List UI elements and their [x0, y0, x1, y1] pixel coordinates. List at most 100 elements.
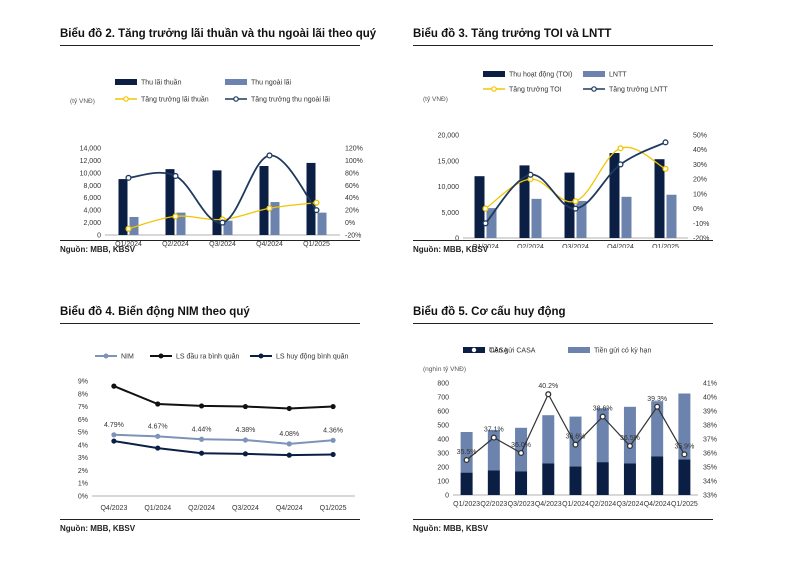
bar: [460, 472, 473, 495]
y-tick-label: 6,000: [83, 195, 101, 202]
x-tick-label: Q2/2024: [162, 241, 189, 248]
y2-tick-label: 40%: [703, 395, 717, 402]
data-point: [518, 449, 525, 457]
source-divider: [413, 519, 713, 520]
y2-tick-label: 10%: [693, 191, 707, 198]
bar: [460, 432, 473, 473]
data-point: [286, 441, 292, 447]
legend-marker: [103, 353, 109, 359]
bar: [666, 194, 677, 238]
bar: [487, 470, 500, 495]
y-tick-label: 600: [437, 409, 449, 416]
data-point: [111, 432, 117, 438]
chart-title: Biểu đồ 3. Tăng trưởng TOI và LNTT: [413, 28, 612, 40]
bar: [176, 212, 186, 235]
series-line: [128, 154, 318, 224]
legend-swatch: [568, 347, 590, 353]
data-label: 4.38%: [235, 427, 255, 434]
data-point: [330, 451, 336, 458]
bar: [609, 153, 620, 238]
y2-tick-label: 37%: [703, 437, 717, 444]
legend-swatch: [225, 79, 247, 85]
x-tick-label: Q1/2024: [472, 244, 499, 248]
bar: [306, 162, 316, 235]
chart-panel-5: Biểu đồ 5. Cơ cấu huy động Tiền gửi CASA…: [413, 306, 723, 536]
data-point: [572, 198, 579, 205]
bar: [486, 208, 497, 238]
y2-tick-label: 120%: [345, 146, 363, 153]
unit-label: (tỷ VNĐ): [423, 96, 448, 103]
x-tick-label: Q1/2025: [652, 244, 679, 248]
legend-label: NIM: [121, 354, 134, 361]
data-label: 4.44%: [192, 426, 212, 433]
y-tick-label: 100: [437, 479, 449, 486]
data-point: [266, 152, 273, 159]
title-divider: [413, 323, 713, 324]
bar: [569, 466, 582, 495]
data-point: [617, 161, 624, 168]
legend-label: Thu ngoài lãi: [251, 80, 292, 87]
series-line: [113, 440, 334, 457]
y2-tick-label: 80%: [345, 170, 359, 177]
bar: [678, 393, 691, 460]
y2-tick-label: -20%: [693, 236, 709, 243]
data-point: [155, 445, 161, 451]
x-tick-label: Q4/2024: [276, 505, 303, 512]
title-divider: [413, 45, 713, 46]
data-point: [125, 174, 132, 181]
data-point: [172, 172, 179, 180]
y-tick-label: 0: [97, 233, 101, 240]
bar: [519, 165, 530, 238]
bar: [596, 462, 609, 495]
x-tick-label: Q2/2024: [517, 244, 544, 248]
data-label: 4.08%: [279, 431, 299, 438]
x-tick-label: Q1/2024: [115, 241, 142, 248]
x-tick-label: Q3/2024: [617, 501, 644, 508]
y2-tick-label: 20%: [693, 177, 707, 184]
y2-tick-label: 60%: [345, 183, 359, 190]
data-label: 37.1%: [484, 427, 504, 434]
bar: [564, 172, 575, 238]
data-point: [681, 451, 688, 458]
y2-tick-label: 20%: [345, 208, 359, 215]
data-label: 4.79%: [104, 422, 124, 429]
y-tick-label: 3%: [78, 455, 88, 462]
legend-swatch: [115, 79, 137, 85]
chart-3-plot: Thu hoạt động (TOI) LNTT Tăng trưởng TOI Tă…: [423, 71, 709, 248]
y2-tick-label: 40%: [345, 195, 359, 202]
y2-tick-label: 41%: [703, 381, 717, 388]
data-point: [527, 171, 534, 178]
data-point: [482, 220, 489, 227]
y2-tick-label: 36%: [703, 451, 717, 458]
x-tick-label: Q4/2023: [100, 505, 127, 512]
y-tick-label: 0%: [78, 494, 88, 501]
y-tick-label: 10,000: [80, 170, 102, 177]
y2-tick-label: 0%: [345, 220, 355, 227]
chart-title: Biểu đồ 5. Cơ cấu huy động: [413, 306, 566, 318]
data-label: 4.36%: [323, 427, 343, 434]
y2-tick-label: 50%: [693, 133, 707, 140]
y-tick-label: 6%: [78, 417, 88, 424]
x-tick-label: Q3/2024: [209, 241, 236, 248]
y2-tick-label: 39%: [703, 409, 717, 416]
x-tick-label: Q4/2024: [256, 241, 283, 248]
data-label: 39.3%: [647, 396, 667, 403]
data-point: [545, 391, 552, 398]
source-divider: [60, 519, 360, 520]
source-divider: [60, 240, 360, 241]
bar: [165, 169, 175, 235]
y-tick-label: 300: [437, 451, 449, 458]
bar: [623, 406, 636, 464]
data-point: [242, 451, 249, 457]
data-point: [490, 434, 497, 441]
title-divider: [60, 45, 360, 46]
data-point: [286, 452, 292, 458]
chart-title: Biểu đồ 2. Tăng trưởng lãi thuần và thu …: [60, 28, 377, 40]
x-tick-label: Q1/2025: [320, 505, 347, 512]
data-point: [198, 403, 205, 409]
bar: [129, 216, 139, 235]
legend-label: Tăng trưởng LNTT: [609, 86, 668, 94]
data-point: [286, 405, 292, 412]
legend-swatch: [483, 71, 505, 77]
y-tick-label: 14,000: [80, 146, 102, 153]
